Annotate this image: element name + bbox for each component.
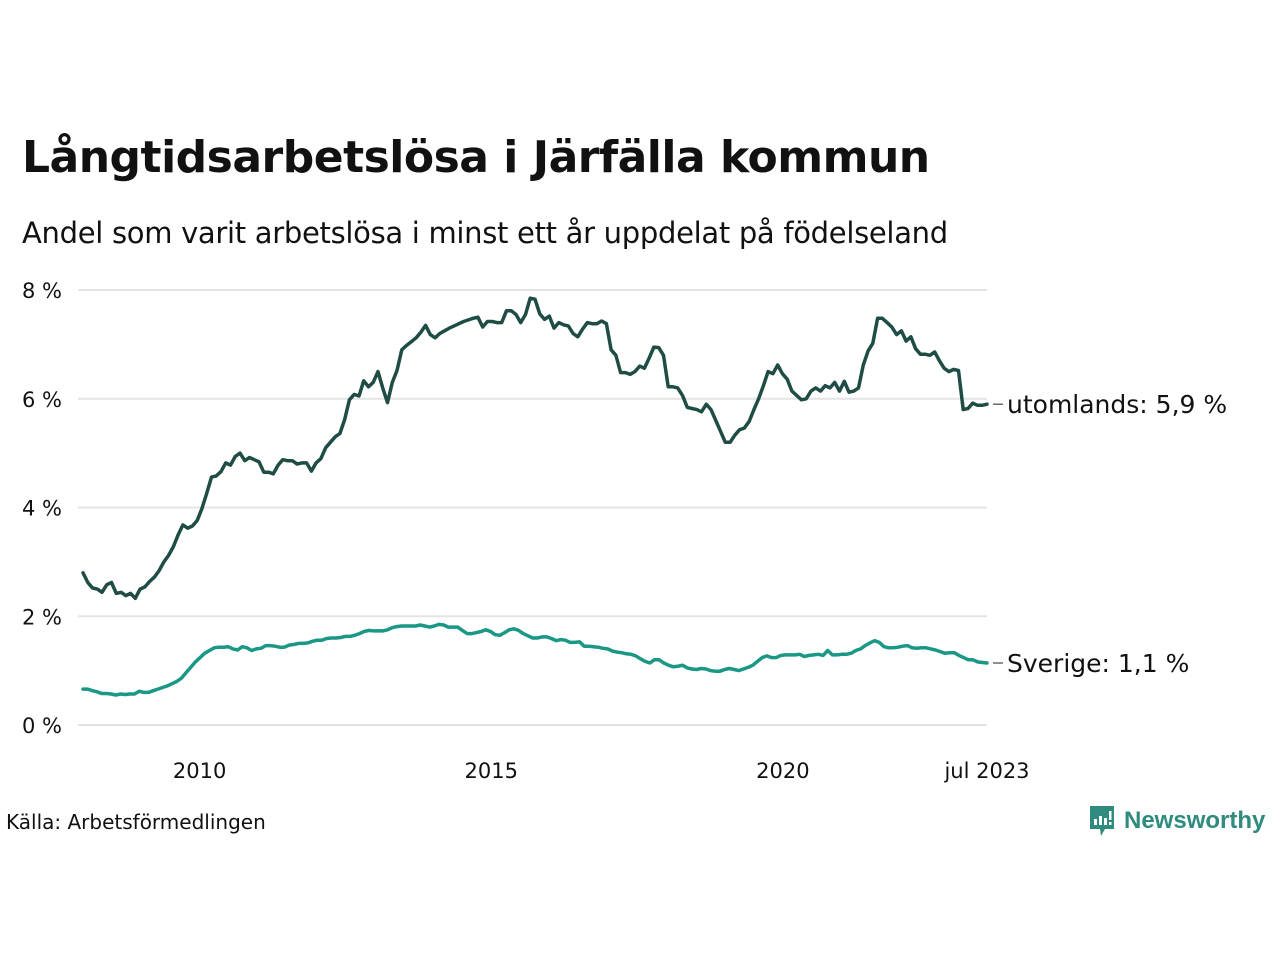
x-tick-label: jul 2023	[943, 759, 1029, 783]
chart-speech-bubble-icon	[1090, 806, 1114, 836]
x-axis-ticks: 2010 2015 2020 jul 2023	[173, 759, 1030, 783]
end-labels: utomlands: 5,9 % Sverige: 1,1 %	[993, 390, 1227, 678]
end-label-sverige: Sverige: 1,1 %	[1007, 649, 1189, 678]
gridlines	[78, 289, 987, 726]
y-tick-label: 0 %	[22, 714, 62, 738]
chart-title: Långtidsarbetslösa i Järfälla kommun	[22, 132, 930, 183]
y-tick-label: 8 %	[22, 279, 62, 303]
series-lines	[81, 296, 989, 697]
x-tick-label: 2015	[465, 759, 518, 783]
newsworthy-logo[interactable]: Newsworthy	[1088, 804, 1265, 838]
y-tick-label: 2 %	[22, 605, 62, 629]
logo-text: Newsworthy	[1124, 807, 1266, 834]
x-tick-label: 2020	[756, 759, 809, 783]
series-line-utomlands	[81, 296, 989, 601]
y-tick-label: 6 %	[22, 388, 62, 412]
end-label-utomlands: utomlands: 5,9 %	[1007, 390, 1227, 419]
y-axis-ticks: 0 % 2 % 4 % 6 % 8 %	[22, 279, 62, 738]
chart-subtitle: Andel som varit arbetslösa i minst ett å…	[22, 216, 948, 250]
source-note: Källa: Arbetsförmedlingen	[6, 810, 266, 834]
series-line-sverige	[81, 622, 989, 697]
y-tick-label: 4 %	[22, 497, 62, 521]
x-tick-label: 2010	[173, 759, 226, 783]
